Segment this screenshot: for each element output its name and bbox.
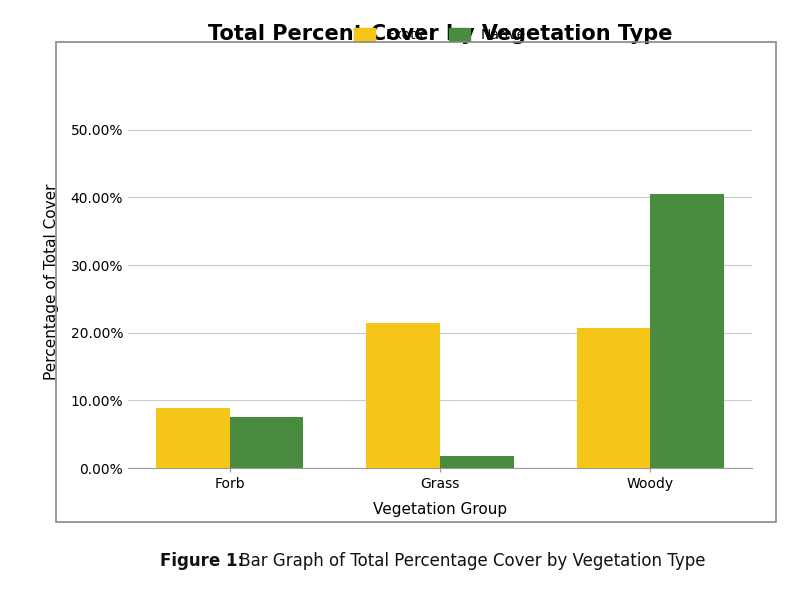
Text: Bar Graph of Total Percentage Cover by Vegetation Type: Bar Graph of Total Percentage Cover by V… — [234, 552, 705, 570]
Text: Figure 1:: Figure 1: — [160, 552, 244, 570]
Bar — [650, 194, 724, 468]
X-axis label: Vegetation Group: Vegetation Group — [373, 502, 507, 517]
Bar — [577, 328, 650, 468]
Bar — [440, 456, 514, 468]
Title: Total Percent Cover by Vegetation Type: Total Percent Cover by Vegetation Type — [208, 25, 672, 44]
Y-axis label: Percentage of Total Cover: Percentage of Total Cover — [45, 184, 59, 380]
Legend: Exotic, Native: Exotic, Native — [347, 21, 533, 49]
Bar — [366, 323, 440, 468]
Bar — [230, 417, 303, 468]
Bar — [156, 409, 230, 468]
